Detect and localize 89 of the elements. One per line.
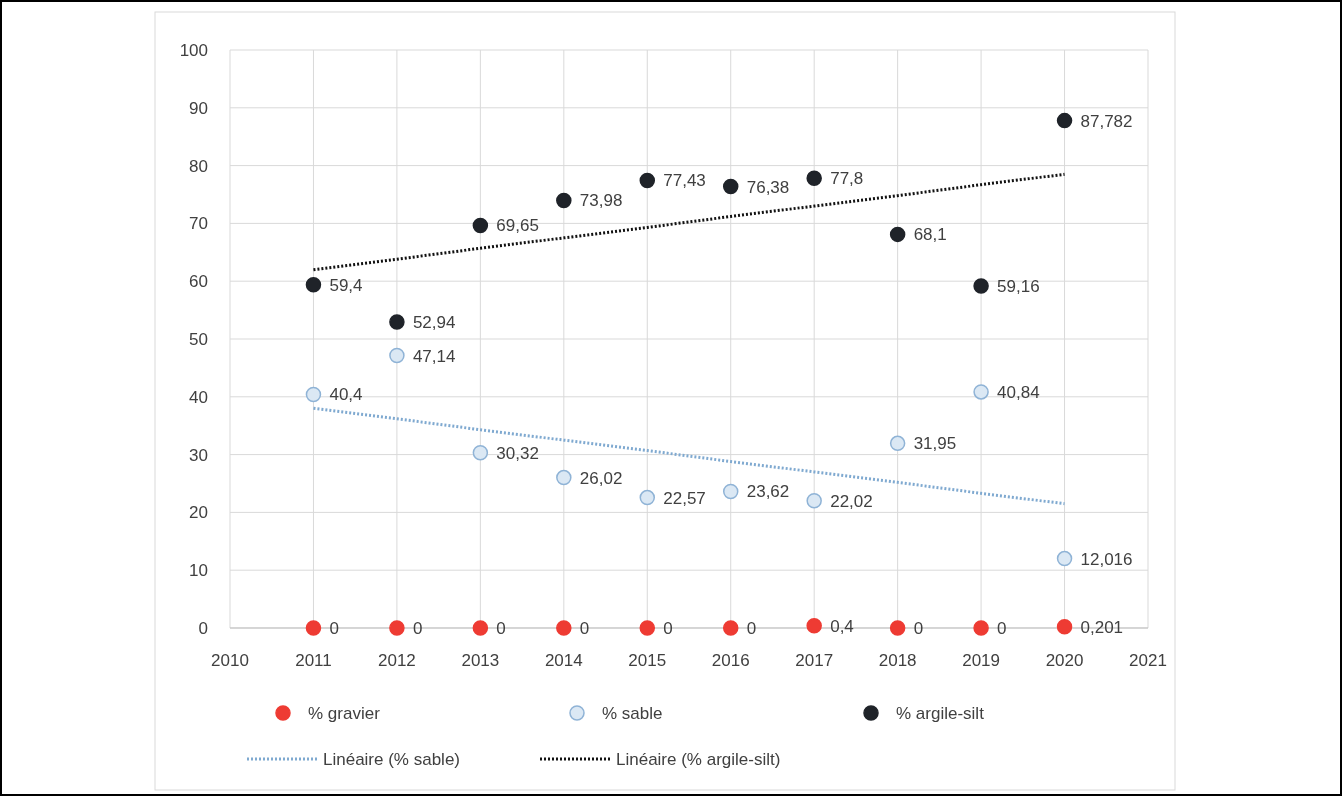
x-tick-label: 2010 [211, 651, 249, 670]
data-label: 0,4 [830, 616, 854, 636]
x-tick-label: 2013 [461, 651, 500, 670]
legend-label: % sable [602, 704, 663, 723]
y-tick-label: 30 [189, 445, 208, 465]
data-label: 52,94 [412, 313, 456, 333]
point [806, 170, 822, 187]
data-label: 30,32 [496, 443, 539, 463]
point [305, 386, 322, 403]
y-tick-label: 60 [189, 272, 208, 292]
point [639, 172, 656, 189]
data-label: 26,02 [579, 468, 623, 488]
point [305, 276, 322, 293]
point [556, 192, 572, 209]
data-label: 31,95 [913, 434, 957, 454]
point [806, 492, 822, 509]
data-label: 59,16 [997, 277, 1040, 297]
data-label: 59,4 [329, 275, 363, 295]
data-label: 0 [913, 619, 924, 638]
y-tick-label: 40 [189, 387, 208, 407]
data-label: 0 [329, 619, 339, 638]
y-tick-label: 50 [189, 330, 208, 349]
x-tick-label: 2015 [628, 651, 667, 670]
y-tick-label: 70 [189, 214, 208, 234]
point [889, 226, 906, 243]
point [556, 469, 572, 486]
point [973, 278, 989, 294]
data-label: 87,782 [1080, 111, 1133, 131]
data-label: 23,62 [746, 482, 790, 502]
data-label: 47,14 [412, 346, 456, 366]
legend-label: Linéaire (% sable) [323, 750, 461, 769]
x-tick-label: 2021 [1129, 651, 1167, 670]
data-label: 12,016 [1080, 549, 1133, 569]
data-label: 0 [997, 619, 1007, 638]
data-label: 40,84 [997, 382, 1040, 402]
point [556, 620, 572, 636]
point [722, 620, 739, 636]
y-tick-label: 10 [189, 561, 208, 581]
point [889, 435, 906, 452]
point [472, 217, 489, 234]
point [472, 445, 489, 461]
y-tick-label: 20 [189, 503, 208, 523]
point [806, 617, 822, 634]
data-label: 22,02 [830, 491, 873, 511]
point [639, 489, 656, 506]
y-tick-label: 90 [189, 98, 208, 118]
data-label: 68,1 [913, 225, 947, 245]
y-tick-label: 80 [189, 156, 208, 176]
point [1056, 550, 1073, 567]
point [389, 347, 405, 364]
x-tick-label: 2020 [1045, 651, 1084, 670]
legend-label: % argile-silt [896, 704, 985, 723]
data-label: 73,98 [579, 191, 623, 211]
data-label: 0,201 [1080, 617, 1124, 637]
point [973, 384, 989, 400]
x-tick-label: 2019 [962, 651, 1000, 670]
data-label: 22,57 [663, 488, 706, 508]
point [1056, 112, 1073, 129]
x-tick-label: 2018 [878, 651, 917, 670]
point [973, 620, 989, 636]
data-label: 40,4 [329, 385, 363, 405]
line-series [311, 172, 1067, 272]
legend-label: Linéaire (% argile-silt) [616, 750, 781, 769]
data-label: 77,8 [830, 169, 864, 189]
point [1056, 619, 1073, 635]
point [389, 620, 405, 636]
legend-label: % gravier [308, 704, 381, 723]
point [389, 314, 405, 330]
data-label: 0 [579, 619, 590, 638]
data-label: 77,43 [663, 171, 706, 191]
point [639, 620, 656, 636]
data-label: 0 [412, 619, 423, 638]
x-tick-label: 2012 [378, 651, 416, 670]
x-tick-label: 2017 [795, 651, 834, 670]
point [305, 620, 322, 636]
x-tick-label: 2011 [295, 651, 332, 670]
data-label: 69,65 [496, 216, 539, 236]
y-tick-label: 100 [179, 41, 208, 60]
point [472, 620, 489, 636]
data-label: 0 [663, 619, 673, 638]
data-label: 0 [746, 619, 757, 638]
data-label: 76,38 [746, 177, 790, 197]
x-tick-label: 2016 [711, 651, 750, 670]
x-tick-label: 2014 [544, 651, 583, 670]
point [722, 483, 739, 500]
y-tick-label: 0 [198, 619, 208, 638]
point [889, 620, 906, 636]
point [722, 178, 739, 195]
data-label: 0 [496, 619, 506, 638]
